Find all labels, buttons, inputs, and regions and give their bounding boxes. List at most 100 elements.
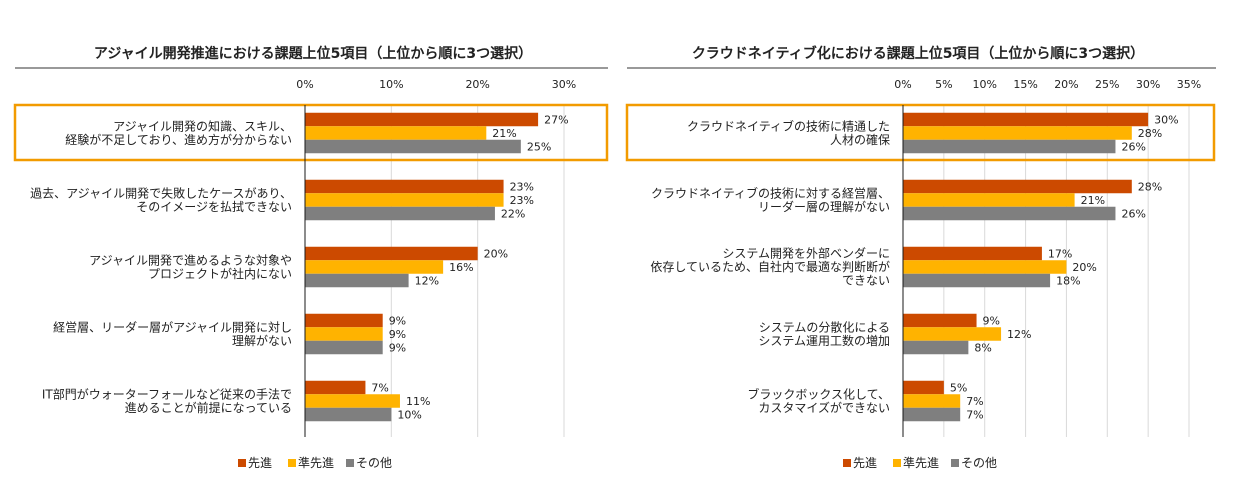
agile-legend-label: 準先進 xyxy=(298,455,334,470)
cloud-bar xyxy=(903,112,1149,127)
agile-category-label: IT部門がウォーターフォールなど従来の手法で xyxy=(42,386,292,401)
cloud-tick-label: 20% xyxy=(1054,78,1078,91)
cloud-legend-label: 準先進 xyxy=(903,455,939,470)
cloud-legend-label: 先進 xyxy=(853,456,877,470)
agile-bar xyxy=(305,193,504,207)
agile-bar xyxy=(305,394,400,408)
agile-bar-value-label: 10% xyxy=(397,409,421,422)
agile-bar xyxy=(305,407,392,422)
cloud-highlight-box xyxy=(625,103,1216,162)
cloud-bar xyxy=(903,394,961,408)
cloud-bar-value-label: 26% xyxy=(1121,141,1145,154)
cloud-bar xyxy=(903,313,977,328)
cloud-bar-value-label: 28% xyxy=(1138,127,1162,140)
agile-bar xyxy=(305,273,409,288)
cloud-bar-value-label: 7% xyxy=(966,395,983,408)
agile-bar-value-label: 9% xyxy=(389,315,406,328)
agile-bar xyxy=(305,246,478,261)
cloud-bar-value-label: 18% xyxy=(1056,275,1080,288)
cloud-category-label: 人材の確保 xyxy=(830,132,890,147)
cloud-legend-label: その他 xyxy=(961,456,997,470)
agile-tick-label: 0% xyxy=(296,78,313,91)
agile-bar-value-label: 23% xyxy=(510,181,534,194)
agile-bar-value-label: 20% xyxy=(484,248,508,261)
cloud-bar-value-label: 20% xyxy=(1072,261,1096,274)
cloud-bar-value-label: 7% xyxy=(966,409,983,422)
agile-bar-value-label: 12% xyxy=(415,275,439,288)
cloud-bar-value-label: 28% xyxy=(1138,181,1162,194)
cloud-bar-value-label: 9% xyxy=(983,315,1000,328)
agile-bar-value-label: 22% xyxy=(501,208,525,221)
cloud-category-label: ブラックボックス化して、 xyxy=(747,386,890,401)
cloud-legend-swatch xyxy=(893,459,901,467)
cloud-category-label: できない xyxy=(842,274,890,288)
agile-bar xyxy=(305,260,444,274)
cloud-category-label: カスタマイズができない xyxy=(758,400,890,415)
agile-bar-value-label: 9% xyxy=(389,328,406,341)
agile-legend-swatch xyxy=(238,459,246,467)
cloud-tick-label: 25% xyxy=(1095,78,1119,91)
agile-bar xyxy=(305,380,366,395)
agile-category-label: 過去、アジャイル開発で失敗したケースがあり、 xyxy=(30,185,292,200)
agile-bar-value-label: 7% xyxy=(371,382,388,395)
cloud-category-label: クラウドネイティブの技術に精通した xyxy=(687,118,890,133)
cloud-tick-label: 30% xyxy=(1136,78,1160,91)
agile-bar-value-label: 25% xyxy=(527,141,551,154)
agile-category-label: 経験が不足しており、進め方が分からない xyxy=(65,132,292,147)
agile-bar-value-label: 11% xyxy=(406,395,430,408)
cloud-bar xyxy=(903,327,1002,341)
agile-chart-title: アジャイル開発推進における課題上位5項目（上位から順に3つ選択） xyxy=(94,45,532,62)
agile-bar-value-label: 9% xyxy=(389,342,406,355)
agile-category-label: そのイメージを払拭できない xyxy=(136,200,292,214)
cloud-bar xyxy=(903,246,1042,261)
cloud-bar xyxy=(903,407,961,422)
agile-bar xyxy=(305,340,383,355)
cloud-bar xyxy=(903,126,1132,140)
agile-category-label: 進めることが前提になっている xyxy=(125,400,292,415)
cloud-tick-label: 0% xyxy=(894,78,911,91)
cloud-bar xyxy=(903,139,1116,154)
agile-tick-label: 10% xyxy=(379,78,403,91)
cloud-category-label: システム運用工数の増加 xyxy=(758,333,890,348)
cloud-tick-label: 15% xyxy=(1013,78,1037,91)
agile-legend-label: 先進 xyxy=(248,456,272,470)
agile-category-label: プロジェクトが社内にない xyxy=(148,266,292,281)
agile-bar xyxy=(305,112,539,127)
cloud-bar-value-label: 8% xyxy=(974,342,991,355)
cloud-bar xyxy=(903,193,1075,207)
cloud-bar-value-label: 30% xyxy=(1154,114,1178,127)
cloud-bar-value-label: 26% xyxy=(1121,208,1145,221)
cloud-tick-label: 35% xyxy=(1177,78,1201,91)
cloud-category-label: 依存しているため、自社内で最適な判断断が xyxy=(650,259,890,274)
agile-bar-value-label: 16% xyxy=(449,261,473,274)
agile-legend-label: その他 xyxy=(356,456,392,470)
cloud-bar-value-label: 5% xyxy=(950,382,967,395)
agile-bar xyxy=(305,313,383,328)
cloud-legend-swatch xyxy=(843,459,851,467)
agile-bar-value-label: 23% xyxy=(510,194,534,207)
agile-category-label: アジャイル開発の知識、スキル、 xyxy=(113,119,292,133)
cloud-bar-value-label: 17% xyxy=(1048,248,1072,261)
agile-highlight-box xyxy=(13,103,609,162)
cloud-bar xyxy=(903,340,969,355)
agile-tick-label: 30% xyxy=(552,78,576,91)
cloud-tick-label: 5% xyxy=(935,78,952,91)
cloud-bar xyxy=(903,206,1116,221)
cloud-bar-value-label: 21% xyxy=(1081,194,1105,207)
agile-bar xyxy=(305,206,495,221)
cloud-bar xyxy=(903,260,1067,274)
agile-bar xyxy=(305,327,383,341)
agile-bar-value-label: 21% xyxy=(492,127,516,140)
cloud-legend-swatch xyxy=(951,459,959,467)
cloud-category-label: システムの分散化による xyxy=(759,319,890,334)
cloud-category-label: システム開発を外部ベンダーに xyxy=(722,246,890,261)
cloud-category-label: リーダー層の理解がない xyxy=(758,199,890,214)
agile-legend-swatch xyxy=(346,459,354,467)
cloud-bar-value-label: 12% xyxy=(1007,328,1031,341)
cloud-bar xyxy=(903,380,944,395)
agile-legend-swatch xyxy=(288,459,296,467)
agile-tick-label: 20% xyxy=(465,78,489,91)
agile-bar xyxy=(305,139,521,154)
cloud-bar xyxy=(903,179,1132,194)
